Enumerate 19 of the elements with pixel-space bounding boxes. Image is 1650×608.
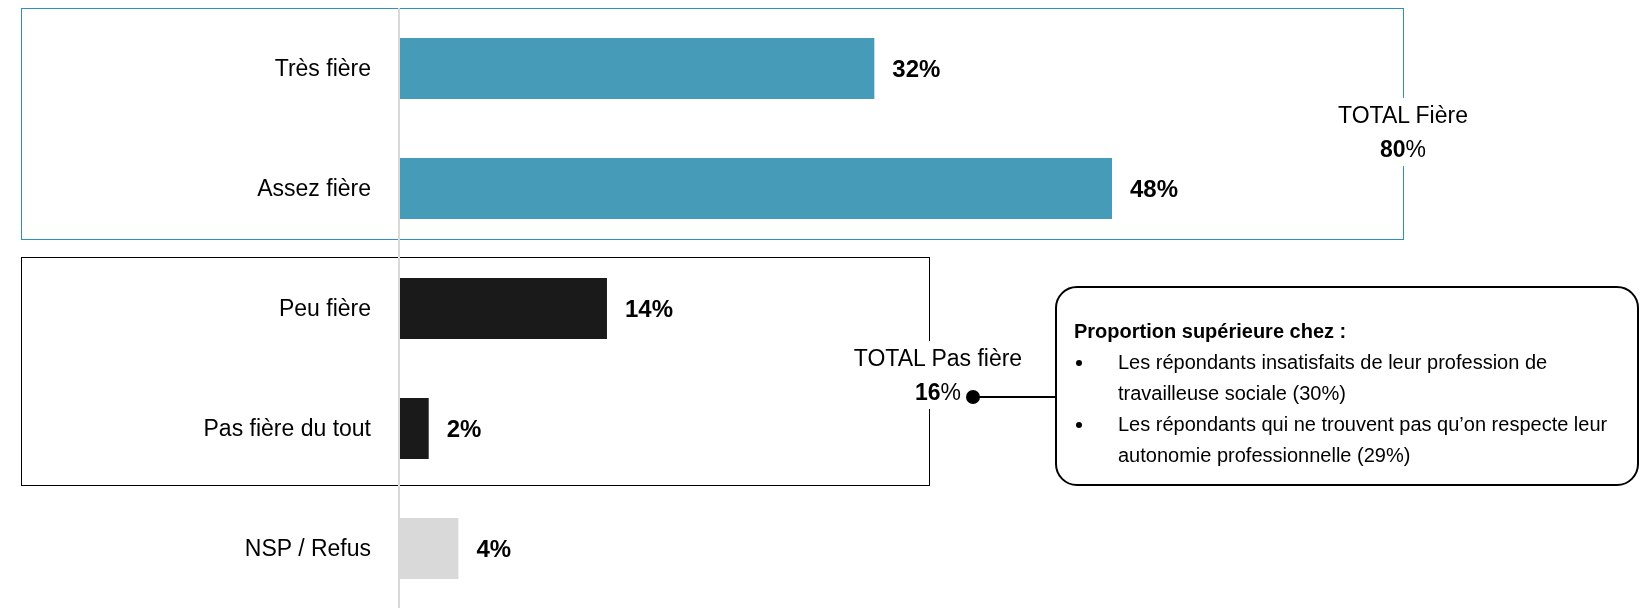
- text: Les répondants insatisfaits de leur profession de travailleuse sociale (30%): [1118, 350, 1549, 406]
- bar: [399, 38, 875, 99]
- y-tick-label: Assez fière: [257, 175, 371, 202]
- y-tick-label: Peu fière: [278, 295, 371, 322]
- annotation: TOTAL Pas fière 16%: [838, 341, 1038, 409]
- y-tick-label: Très fière: [274, 55, 371, 82]
- annotation: Proportion supérieure chez :: [1074, 319, 1348, 344]
- y-tick-label: Pas fière du tout: [203, 415, 372, 442]
- data-label: 14%: [624, 295, 674, 322]
- text: TOTAL Fière 80%: [1308, 98, 1498, 166]
- text: Les répondants qui ne trouvent pas qu’on respecte leur autonomie professionnelle (29%): [1118, 412, 1609, 468]
- bar: [399, 158, 1112, 219]
- data-label: 4%: [476, 535, 512, 562]
- data-label: 48%: [1130, 175, 1179, 202]
- data-label: 32%: [892, 55, 941, 82]
- data-label: 2%: [446, 415, 482, 442]
- y-tick-label: NSP / Refus: [244, 535, 371, 562]
- bar: [399, 278, 607, 339]
- bar: [399, 398, 429, 459]
